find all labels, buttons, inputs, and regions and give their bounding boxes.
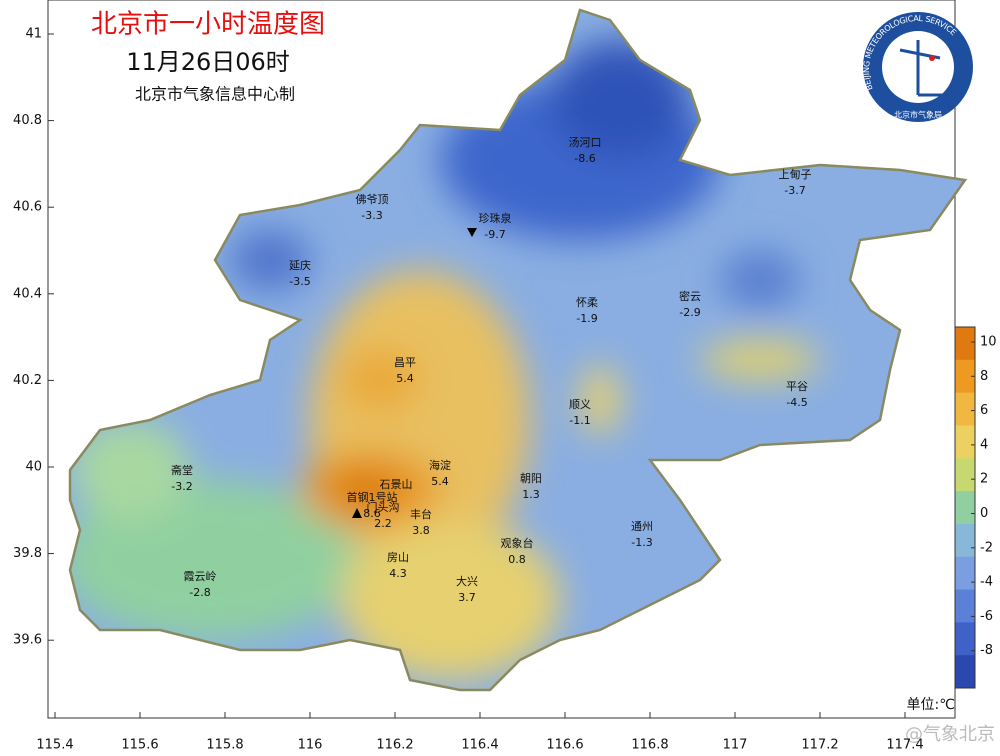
- y-tick-label: 39.6: [13, 633, 42, 648]
- station-name: 延庆: [289, 258, 311, 272]
- colorbar-cell: [955, 655, 975, 689]
- station-name: 霞云岭: [184, 569, 217, 583]
- station-name: 通州: [631, 520, 653, 533]
- station-name: 丰台: [410, 507, 432, 521]
- x-tick-label: 116: [298, 738, 323, 753]
- colorbar-label: -6: [980, 609, 993, 624]
- station-value: -8.6: [574, 152, 595, 165]
- station-name: 首钢1号站: [347, 490, 398, 504]
- temperature-field: [70, 10, 965, 690]
- unit: 单位:℃: [907, 697, 955, 713]
- producer: 北京市气象信息中心制: [135, 85, 295, 104]
- x-tick-label: 115.6: [121, 738, 158, 753]
- colorbar-cell: [955, 425, 975, 459]
- station-name: 珍珠泉: [479, 211, 512, 225]
- station-value: 3.8: [412, 524, 430, 537]
- station-value: -3.2: [171, 480, 192, 493]
- station-value: -3.3: [361, 209, 382, 222]
- station-name: 斋堂: [171, 463, 193, 477]
- x-tick-label: 116.4: [461, 738, 498, 753]
- logo: BEIJING METEOROLOGICAL SERVICE 北京市气象局: [861, 12, 973, 122]
- colorbar-cell: [955, 458, 975, 492]
- colorbar-label: 10: [980, 335, 997, 350]
- station-value: 0.8: [508, 553, 526, 566]
- station-value: -1.3: [631, 536, 652, 549]
- station-name: 房山: [387, 551, 409, 564]
- station-value: 1.3: [522, 488, 540, 501]
- station-value: 8.6: [363, 507, 381, 520]
- station-name: 平谷: [786, 380, 808, 393]
- station-name: 佛爷顶: [356, 192, 389, 206]
- station-value: 3.7: [458, 591, 476, 604]
- x-tick-label: 117.2: [801, 738, 838, 753]
- colorbar-label: 2: [980, 472, 988, 487]
- station-name: 顺义: [569, 398, 591, 411]
- x-tick-label: 116.8: [631, 738, 668, 753]
- station-value: -1.1: [569, 414, 590, 427]
- colorbar-label: 4: [980, 437, 988, 452]
- time: 11月26日06时: [126, 48, 290, 76]
- colorbar-cell: [955, 622, 975, 656]
- station-value: 2.2: [374, 517, 392, 530]
- station-value: -2.8: [189, 586, 210, 599]
- station-name: 朝阳: [520, 472, 542, 485]
- station-value: -3.5: [289, 275, 310, 288]
- station-name: 海淀: [429, 458, 451, 472]
- colorbar-cell: [955, 359, 975, 394]
- x-tick-label: 115.8: [206, 738, 243, 753]
- station-name: 大兴: [456, 574, 478, 588]
- station-name: 昌平: [394, 356, 416, 369]
- watermark: @气象北京: [905, 724, 995, 745]
- colorbar-label: -2: [980, 540, 993, 555]
- x-tick-label: 116.6: [546, 738, 583, 753]
- station-name: 汤河口: [569, 135, 602, 149]
- y-tick-label: 40.8: [13, 113, 42, 128]
- colorbar-cell: [955, 589, 975, 623]
- x-tick-label: 115.4: [36, 738, 73, 753]
- y-tick-label: 40.4: [13, 286, 42, 301]
- station-value: 4.3: [389, 567, 407, 580]
- colorbar-frame: [954, 326, 976, 689]
- station-name: 上甸子: [779, 168, 812, 181]
- colorbar-cell: [955, 491, 975, 525]
- colorbar-cell: [955, 327, 975, 361]
- station-name: 石景山: [380, 478, 413, 491]
- station-name: 密云: [679, 289, 701, 303]
- y-tick-label: 40.6: [13, 200, 42, 215]
- station-value: -4.5: [786, 396, 807, 409]
- colorbar-cell: [955, 392, 975, 426]
- station-name: 观象台: [501, 536, 534, 550]
- colorbar-label: -4: [980, 575, 993, 590]
- station-value: -3.7: [784, 184, 805, 197]
- x-tick-label: 117.4: [886, 738, 923, 753]
- logo-cn: 北京市气象局: [894, 110, 942, 120]
- y-tick-label: 40: [25, 460, 42, 475]
- colorbar-label: 6: [980, 403, 988, 418]
- colorbar-cell: [955, 523, 975, 558]
- colorbar-label: 0: [980, 506, 988, 521]
- station-value: -9.7: [484, 228, 505, 241]
- colorbar-label: -8: [980, 643, 993, 658]
- y-tick-label: 41: [25, 27, 42, 42]
- colorbar-label: 8: [980, 369, 988, 384]
- x-tick-label: 116.2: [376, 738, 413, 753]
- title: 北京市一小时温度图: [91, 10, 325, 40]
- y-tick-label: 39.8: [13, 546, 42, 561]
- station-value: 5.4: [431, 475, 449, 488]
- station-value: -1.9: [576, 312, 597, 325]
- x-tick-label: 117: [723, 738, 748, 753]
- station-value: -2.9: [679, 306, 700, 319]
- station-name: 怀柔: [576, 296, 598, 309]
- station-value: 5.4: [396, 372, 414, 385]
- colorbar-cell: [955, 556, 975, 591]
- station-name: 门头沟: [367, 500, 400, 514]
- y-tick-label: 40.2: [13, 373, 42, 388]
